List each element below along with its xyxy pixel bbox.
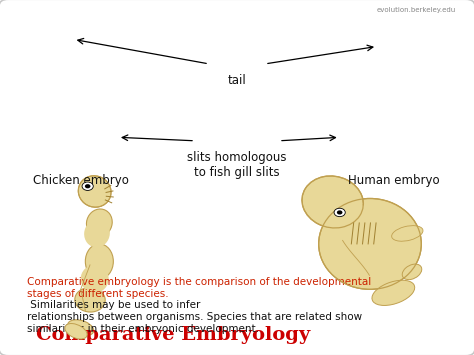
Ellipse shape: [324, 205, 388, 241]
Circle shape: [85, 184, 91, 189]
Text: evolution.berkeley.edu: evolution.berkeley.edu: [377, 7, 456, 13]
Ellipse shape: [392, 226, 423, 241]
Text: slits homologous
to fish gill slits: slits homologous to fish gill slits: [187, 151, 287, 179]
Ellipse shape: [78, 176, 111, 207]
Ellipse shape: [402, 264, 422, 280]
Text: Comparative embryology is the comparison of the developmental
stages of differen: Comparative embryology is the comparison…: [27, 277, 371, 299]
Ellipse shape: [372, 280, 415, 305]
Ellipse shape: [302, 176, 364, 228]
Circle shape: [82, 182, 93, 190]
Circle shape: [337, 211, 342, 214]
Ellipse shape: [68, 320, 94, 336]
Ellipse shape: [75, 288, 105, 312]
Text: Similarities may be used to infer
relationships between organisms. Species that : Similarities may be used to infer relati…: [27, 277, 362, 333]
Text: Chicken embryo: Chicken embryo: [33, 174, 128, 187]
Ellipse shape: [65, 323, 87, 339]
Ellipse shape: [86, 209, 112, 237]
Ellipse shape: [85, 244, 113, 279]
Circle shape: [334, 208, 345, 217]
Ellipse shape: [84, 219, 110, 247]
Ellipse shape: [319, 198, 421, 289]
Text: tail: tail: [228, 75, 246, 87]
Text: Comparative Embryology: Comparative Embryology: [36, 326, 310, 344]
Ellipse shape: [81, 265, 109, 293]
Text: Human embryo: Human embryo: [347, 174, 439, 187]
